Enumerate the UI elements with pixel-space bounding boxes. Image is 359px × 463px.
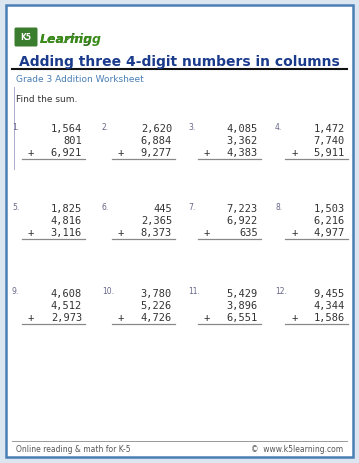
Text: 6.: 6. bbox=[102, 202, 109, 211]
Text: 7.: 7. bbox=[188, 202, 195, 211]
FancyBboxPatch shape bbox=[14, 28, 37, 47]
Text: 1,825: 1,825 bbox=[51, 204, 82, 213]
Text: ©  www.k5learning.com: © www.k5learning.com bbox=[251, 444, 343, 454]
Text: 1.: 1. bbox=[12, 122, 19, 131]
Text: 6,551: 6,551 bbox=[227, 313, 258, 322]
Text: 1,564: 1,564 bbox=[51, 124, 82, 134]
Text: +: + bbox=[291, 227, 297, 238]
Text: 4,383: 4,383 bbox=[227, 148, 258, 158]
Text: +: + bbox=[28, 227, 34, 238]
Text: 5,226: 5,226 bbox=[141, 300, 172, 310]
Text: 5,911: 5,911 bbox=[314, 148, 345, 158]
Text: 5.: 5. bbox=[12, 202, 19, 211]
Text: 3,896: 3,896 bbox=[227, 300, 258, 310]
Text: +: + bbox=[118, 148, 124, 158]
Text: 8,373: 8,373 bbox=[141, 227, 172, 238]
Text: 3,780: 3,780 bbox=[141, 288, 172, 298]
Text: 5,429: 5,429 bbox=[227, 288, 258, 298]
Text: +: + bbox=[204, 227, 210, 238]
Text: 2.: 2. bbox=[102, 122, 109, 131]
Text: 801: 801 bbox=[63, 136, 82, 146]
Text: +: + bbox=[291, 313, 297, 322]
Text: +: + bbox=[118, 227, 124, 238]
Text: 4.: 4. bbox=[275, 122, 282, 131]
Text: Adding three 4-digit numbers in columns: Adding three 4-digit numbers in columns bbox=[19, 55, 340, 69]
Text: +: + bbox=[204, 148, 210, 158]
Text: 3,116: 3,116 bbox=[51, 227, 82, 238]
Text: 6,884: 6,884 bbox=[141, 136, 172, 146]
Text: +: + bbox=[28, 313, 34, 322]
Text: Leari̸ng: Leari̸ng bbox=[40, 33, 93, 46]
Text: 10.: 10. bbox=[102, 287, 114, 296]
Text: Grade 3 Addition Worksheet: Grade 3 Addition Worksheet bbox=[16, 75, 144, 84]
Text: 4,608: 4,608 bbox=[51, 288, 82, 298]
Text: 11.: 11. bbox=[188, 287, 200, 296]
Text: 2,973: 2,973 bbox=[51, 313, 82, 322]
Text: 4,085: 4,085 bbox=[227, 124, 258, 134]
Text: 4,816: 4,816 bbox=[51, 216, 82, 225]
Text: Online reading & math for K-5: Online reading & math for K-5 bbox=[16, 444, 131, 454]
Text: 9,455: 9,455 bbox=[314, 288, 345, 298]
Text: 1,503: 1,503 bbox=[314, 204, 345, 213]
Text: 3,362: 3,362 bbox=[227, 136, 258, 146]
Text: 1,472: 1,472 bbox=[314, 124, 345, 134]
Text: 12.: 12. bbox=[275, 287, 287, 296]
Text: 445: 445 bbox=[153, 204, 172, 213]
Text: 7,740: 7,740 bbox=[314, 136, 345, 146]
Text: Find the sum.: Find the sum. bbox=[16, 95, 78, 104]
Text: K5: K5 bbox=[20, 33, 32, 43]
Text: 4,977: 4,977 bbox=[314, 227, 345, 238]
Text: 2,365: 2,365 bbox=[141, 216, 172, 225]
Text: 8.: 8. bbox=[275, 202, 282, 211]
Text: 7,223: 7,223 bbox=[227, 204, 258, 213]
Text: 4,726: 4,726 bbox=[141, 313, 172, 322]
Text: +: + bbox=[28, 148, 34, 158]
Text: +: + bbox=[118, 313, 124, 322]
Text: +: + bbox=[291, 148, 297, 158]
Text: 9.: 9. bbox=[12, 287, 19, 296]
Text: 6,921: 6,921 bbox=[51, 148, 82, 158]
Text: 635: 635 bbox=[239, 227, 258, 238]
Text: Learning: Learning bbox=[40, 33, 102, 46]
FancyBboxPatch shape bbox=[6, 6, 353, 457]
Text: 6,922: 6,922 bbox=[227, 216, 258, 225]
Text: 9,277: 9,277 bbox=[141, 148, 172, 158]
Text: 1,586: 1,586 bbox=[314, 313, 345, 322]
Text: 6,216: 6,216 bbox=[314, 216, 345, 225]
Text: 2,620: 2,620 bbox=[141, 124, 172, 134]
Text: 3.: 3. bbox=[188, 122, 195, 131]
Text: 4,512: 4,512 bbox=[51, 300, 82, 310]
Text: +: + bbox=[204, 313, 210, 322]
Text: 4,344: 4,344 bbox=[314, 300, 345, 310]
